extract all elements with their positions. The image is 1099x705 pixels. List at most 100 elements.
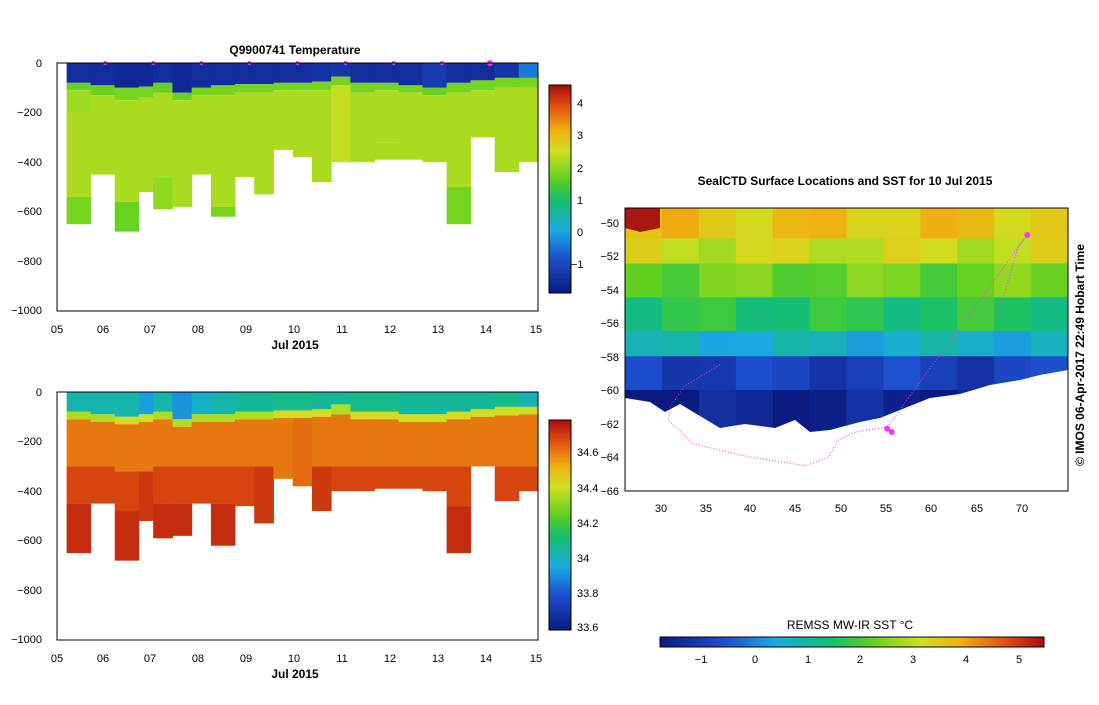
lon-tick-label: 45 bbox=[789, 503, 801, 515]
colorbar-tick-label: −1 bbox=[695, 654, 708, 666]
profile-cell bbox=[90, 421, 116, 467]
lat-tick-label: −66 bbox=[600, 486, 619, 498]
sst-cell bbox=[661, 356, 700, 391]
profile-cell bbox=[153, 177, 173, 210]
y-tick-label: 0 bbox=[36, 387, 42, 399]
profile-cell bbox=[422, 466, 448, 492]
sst-cell bbox=[772, 263, 811, 298]
y-tick-label: −400 bbox=[17, 157, 42, 169]
profile-cell bbox=[331, 414, 351, 467]
profile-cell bbox=[114, 392, 140, 417]
lon-tick-label: 70 bbox=[1016, 503, 1028, 515]
x-tick-label: 13 bbox=[432, 653, 444, 665]
colorbar-tick-label: 34 bbox=[577, 553, 589, 565]
y-tick-label: −600 bbox=[17, 206, 42, 218]
sst-cell bbox=[883, 356, 921, 391]
sst-cell bbox=[625, 297, 663, 332]
profile-cell bbox=[494, 466, 520, 502]
colorbar-tick-label: 0 bbox=[577, 227, 583, 239]
profile-cell bbox=[311, 409, 332, 417]
salinity-panel: 0 −200 −400 −600 −800 −1000 05 06 07 08 … bbox=[11, 387, 598, 681]
profile-cell bbox=[210, 414, 236, 422]
y-tick-label: −600 bbox=[17, 535, 42, 547]
profile-cell bbox=[494, 63, 520, 78]
sst-cell bbox=[883, 238, 921, 265]
profile-cell bbox=[153, 82, 173, 93]
profile-cell bbox=[398, 421, 424, 467]
sst-cell bbox=[994, 238, 1032, 265]
profile-cell bbox=[90, 414, 116, 422]
sst-cell bbox=[625, 356, 663, 391]
profile-cell bbox=[191, 414, 212, 422]
profile-cell bbox=[153, 392, 173, 412]
profile-cell bbox=[210, 63, 236, 86]
profile-cell bbox=[191, 63, 212, 88]
y-tick-label: −1000 bbox=[11, 305, 42, 317]
profile-cell bbox=[311, 392, 332, 410]
x-tick-label: 15 bbox=[530, 324, 542, 336]
sst-cell bbox=[625, 263, 663, 298]
profile-cell bbox=[350, 92, 375, 163]
salinity-y-axis: 0 −200 −400 −600 −800 −1000 bbox=[11, 387, 42, 646]
profile-cell bbox=[494, 406, 520, 416]
temperature-colorbar-ticks: 4 3 2 1 0 −1 bbox=[571, 98, 584, 271]
salinity-x-axis: 05 06 07 08 09 10 11 12 13 14 15 bbox=[51, 653, 542, 665]
profile-cell bbox=[273, 392, 294, 411]
profile-cell bbox=[90, 85, 116, 96]
sst-cell bbox=[957, 238, 995, 265]
sst-cell bbox=[846, 208, 884, 239]
lon-tick-label: 30 bbox=[655, 503, 667, 515]
colorbar-tick-label: 4 bbox=[577, 98, 583, 110]
sst-cell bbox=[661, 208, 700, 239]
colorbar-tick-label: 3 bbox=[910, 654, 916, 666]
profile-cell bbox=[234, 84, 255, 93]
profile-cell bbox=[234, 63, 255, 85]
map-y-axis: −50 −52 −54 −56 −58 −60 −62 −64 −66 bbox=[600, 218, 619, 498]
sst-cell bbox=[846, 238, 884, 265]
x-tick-label: 05 bbox=[51, 324, 63, 336]
profile-cell bbox=[191, 392, 212, 415]
profile-cell bbox=[66, 196, 92, 225]
x-tick-label: 14 bbox=[480, 324, 492, 336]
profile-cell bbox=[398, 85, 424, 93]
colorbar-tick-label: 34.6 bbox=[577, 447, 598, 459]
profile-cell bbox=[114, 100, 140, 202]
profile-cell bbox=[138, 86, 154, 98]
profile-cell bbox=[292, 63, 313, 83]
x-tick-label: 05 bbox=[51, 653, 63, 665]
salinity-colorbar-ticks: 34.6 34.4 34.2 34 33.8 33.6 bbox=[577, 447, 598, 634]
profile-cell bbox=[254, 92, 274, 195]
colorbar-tick-label: −1 bbox=[571, 259, 584, 271]
profile-cell bbox=[446, 392, 472, 412]
profile-cell bbox=[311, 466, 332, 512]
profile-cell bbox=[234, 92, 255, 178]
salinity-colorbar bbox=[548, 419, 572, 631]
sst-cell bbox=[846, 356, 884, 391]
sst-cell bbox=[809, 297, 847, 332]
y-tick-label: −800 bbox=[17, 585, 42, 597]
profile-cell bbox=[374, 142, 400, 160]
profile-cell bbox=[374, 392, 400, 412]
profile-cell bbox=[210, 466, 236, 504]
profile-cell bbox=[350, 419, 375, 467]
profile-cell bbox=[350, 411, 375, 420]
profile-cell bbox=[494, 392, 520, 407]
profile-cell bbox=[114, 87, 140, 101]
sst-cell bbox=[735, 208, 774, 239]
x-tick-label: 06 bbox=[97, 653, 109, 665]
sst-cell bbox=[957, 208, 995, 239]
profile-cell bbox=[210, 421, 236, 467]
sst-cell bbox=[846, 330, 884, 357]
sst-cell bbox=[772, 356, 811, 391]
sst-cell bbox=[735, 297, 774, 332]
sst-cell bbox=[735, 263, 774, 298]
profile-cell bbox=[446, 506, 472, 554]
sst-cell bbox=[698, 208, 737, 239]
colorbar-tick-label: 3 bbox=[577, 130, 583, 142]
profile-cell bbox=[210, 206, 236, 217]
profile-cell bbox=[422, 63, 448, 88]
sst-cell bbox=[846, 297, 884, 332]
sst-cell bbox=[920, 208, 958, 239]
y-tick-label: −1000 bbox=[11, 634, 42, 646]
antarctic-coast bbox=[625, 370, 1068, 491]
